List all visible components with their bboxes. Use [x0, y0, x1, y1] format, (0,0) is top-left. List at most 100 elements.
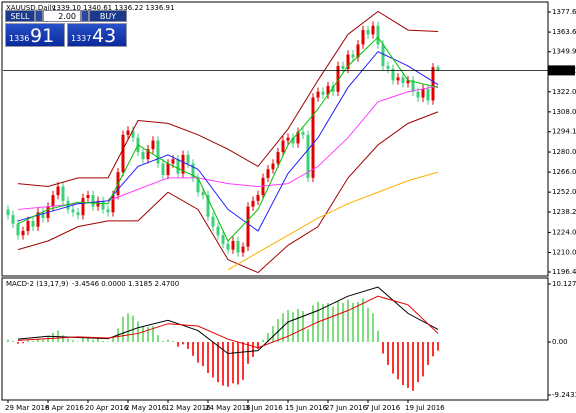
- candle-body: [166, 163, 170, 176]
- price-title: XAUUSD,Daily: [6, 4, 56, 12]
- candle-body: [376, 25, 380, 45]
- histogram-bar: [367, 307, 369, 343]
- x-tick-label: 27 Jun 2016: [325, 404, 368, 412]
- macd-values: -3.4546 0.0000 1.3185 2.4700: [72, 280, 179, 288]
- x-tick-label: 2 May 2016: [125, 404, 167, 412]
- y-tick-label: 1210.00: [552, 248, 576, 256]
- histogram-bar: [52, 332, 54, 343]
- histogram-bar: [417, 342, 419, 383]
- histogram-bar: [357, 301, 359, 343]
- indicator-line: [17, 36, 439, 242]
- candle-body: [326, 86, 330, 95]
- candle-body: [346, 54, 350, 69]
- candle-body: [31, 220, 35, 227]
- candle-body: [276, 152, 280, 164]
- histogram-bar: [422, 342, 424, 377]
- histogram-bar: [407, 342, 409, 388]
- candle-body: [171, 159, 175, 164]
- candle-body: [361, 30, 365, 45]
- histogram-bar: [337, 300, 339, 343]
- histogram-bar: [392, 342, 394, 374]
- histogram-bar: [42, 339, 44, 343]
- histogram-bar: [192, 342, 194, 356]
- candle-body: [426, 88, 430, 101]
- candle-body: [246, 206, 250, 247]
- candle-body: [61, 186, 65, 201]
- sell-button[interactable]: SELL: [5, 10, 35, 22]
- candle-body: [271, 163, 275, 170]
- candle-body: [256, 195, 260, 201]
- candle-body: [191, 163, 195, 178]
- histogram-bar: [437, 342, 439, 351]
- histogram-bar: [37, 338, 39, 343]
- candle-body: [121, 134, 125, 173]
- candle-body: [151, 140, 155, 150]
- histogram-bar: [272, 325, 274, 343]
- candle-body: [21, 230, 25, 236]
- candle-body: [76, 212, 80, 216]
- histogram-bar: [377, 330, 379, 343]
- candle-body: [401, 77, 405, 84]
- histogram-bar: [27, 340, 29, 343]
- histogram-bar: [102, 340, 104, 343]
- histogram-bar: [382, 342, 384, 354]
- candle-body: [91, 195, 95, 207]
- candle-body: [101, 200, 105, 210]
- candle-body: [406, 80, 410, 84]
- indicator-line: [17, 295, 439, 349]
- lot-size[interactable]: 2.00: [43, 10, 81, 22]
- candle-body: [146, 149, 150, 160]
- candle-body: [391, 68, 395, 81]
- sell-price-small: 1336: [9, 34, 30, 43]
- y-tick-label: 10.1277: [552, 280, 576, 288]
- candle-body: [311, 97, 315, 178]
- candle-body: [56, 186, 60, 196]
- candle-body: [366, 30, 370, 35]
- indicator-line: [17, 10, 439, 187]
- histogram-bar: [257, 342, 259, 349]
- candle-body: [6, 209, 10, 216]
- candle-body: [156, 140, 160, 164]
- histogram-bar: [157, 335, 159, 343]
- last-price-label: 1336.91: [550, 66, 576, 74]
- histogram-bar: [277, 319, 279, 343]
- histogram-bar: [232, 342, 234, 384]
- histogram-bar: [182, 342, 184, 345]
- histogram-bar: [12, 340, 14, 343]
- candle-body: [26, 220, 30, 231]
- buy-button[interactable]: BUY: [89, 10, 127, 22]
- candle-body: [111, 195, 115, 213]
- candle-body: [341, 65, 345, 69]
- histogram-bar: [167, 339, 169, 343]
- histogram-bar: [302, 311, 304, 343]
- candle-body: [431, 67, 435, 101]
- last-price-box: [548, 65, 575, 76]
- x-tick-label: 29 Mar 2016: [5, 404, 50, 412]
- x-tick-label: 15 Jun 2016: [285, 404, 328, 412]
- candle-body: [131, 130, 135, 138]
- sell-price-big: 91: [30, 25, 55, 47]
- histogram-bar: [262, 339, 264, 343]
- histogram-bar: [387, 342, 389, 365]
- histogram-bar: [427, 342, 429, 365]
- histogram-bar: [322, 304, 324, 343]
- candle-body: [241, 246, 245, 253]
- x-tick-label: 7 Jul 2016: [365, 404, 401, 412]
- x-tick-label: 24 May 2016: [205, 404, 251, 412]
- lot-down[interactable]: [35, 10, 43, 22]
- candle-body: [411, 80, 415, 92]
- y-tick-label: -9.2433: [552, 391, 576, 399]
- candle-body: [71, 209, 75, 213]
- price-ohlc: 1339.10 1340.61 1336.22 1336.91: [52, 4, 174, 12]
- sell-price[interactable]: 1336 91: [5, 23, 65, 47]
- histogram-bar: [17, 342, 19, 344]
- buy-price[interactable]: 1337 43: [67, 23, 127, 47]
- candle-body: [216, 226, 220, 236]
- candle-body: [396, 77, 400, 81]
- histogram-bar: [142, 325, 144, 343]
- x-tick-label: 12 May 2016: [165, 404, 211, 412]
- candle-body: [11, 215, 15, 224]
- histogram-bar: [217, 342, 219, 383]
- lot-up[interactable]: [81, 10, 89, 22]
